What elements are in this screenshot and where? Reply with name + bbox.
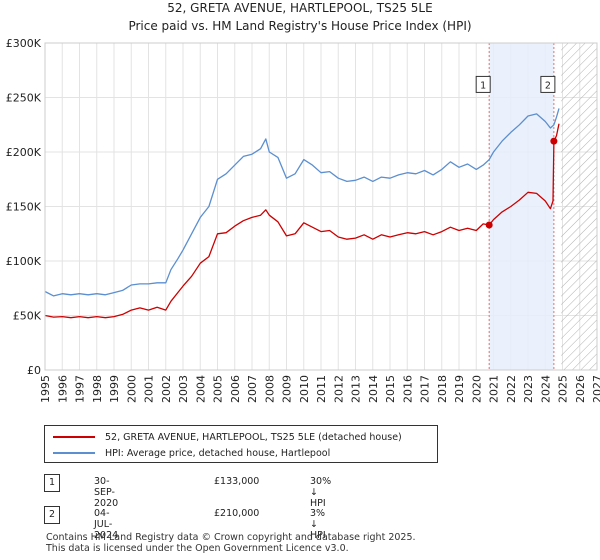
x-tick-label: 2013 — [350, 375, 363, 403]
y-tick-label: £50K — [13, 310, 42, 323]
sale-marker-2 — [550, 137, 558, 145]
x-tick-label: 2027 — [591, 375, 600, 403]
transaction-price: £210,000 — [214, 508, 260, 519]
legend-item-hpi: HPI: Average price, detached house, Hart… — [53, 445, 330, 461]
x-tick-label: 2021 — [488, 375, 501, 403]
x-tick-label: 2019 — [453, 375, 466, 403]
x-tick-label: 2020 — [470, 375, 483, 403]
transaction-date: 04-JUL-2024 — [94, 508, 119, 541]
price-chart: 52, GRETA AVENUE, HARTLEPOOL, TS25 5LE P… — [6, 1, 600, 403]
x-tick-label: 2015 — [384, 375, 397, 403]
sale-label-1: 1 — [480, 80, 486, 91]
x-tick-label: 2010 — [298, 375, 311, 403]
x-tick-label: 2017 — [419, 375, 432, 403]
x-tick-label: 2000 — [125, 375, 138, 403]
sale-label-box-1 — [475, 75, 491, 93]
legend: 52, GRETA AVENUE, HARTLEPOOL, TS25 5LE (… — [44, 425, 438, 463]
x-tick-label: 2026 — [574, 375, 587, 403]
price-paid-line — [44, 123, 560, 319]
chart-subtitle: Price paid vs. HM Land Registry's House … — [128, 19, 471, 33]
footer: Contains HM Land Registry data © Crown c… — [46, 532, 416, 554]
x-tick-label: 2022 — [505, 375, 518, 403]
x-tick-label: 1999 — [108, 375, 121, 403]
legend-swatch-red — [53, 436, 95, 438]
plot-frame — [44, 42, 598, 371]
sale-label-2: 2 — [545, 80, 551, 91]
ownership-period-shading — [489, 43, 554, 370]
transaction-number: 2 — [44, 506, 60, 524]
x-tick-label: 2016 — [401, 375, 414, 403]
x-tick-label: 1997 — [74, 375, 87, 403]
transaction-price: £133,000 — [214, 476, 260, 487]
x-tick-label: 2006 — [229, 375, 242, 403]
x-tick-label: 1996 — [56, 375, 69, 403]
transaction-hpi-diff: 3% ↓ HPI — [310, 508, 326, 541]
x-tick-label: 2004 — [194, 375, 207, 403]
x-tick-label: 2003 — [177, 375, 190, 403]
footer-copyright: Contains HM Land Registry data © Crown c… — [46, 532, 416, 543]
transaction-date: 30-SEP-2020 — [94, 476, 119, 509]
x-tick-label: 2023 — [522, 375, 535, 403]
y-tick-label: £250K — [6, 92, 42, 105]
forecast-hatch — [561, 43, 597, 370]
x-tick-label: 1998 — [91, 375, 104, 403]
x-tick-label: 2012 — [332, 375, 345, 403]
x-tick-label: 1995 — [39, 375, 52, 403]
x-tick-label: 2018 — [436, 375, 449, 403]
y-tick-label: £0 — [27, 364, 41, 377]
y-tick-label: £300K — [6, 37, 42, 50]
chart-title: 52, GRETA AVENUE, HARTLEPOOL, TS25 5LE — [167, 1, 432, 15]
y-tick-label: £100K — [6, 255, 42, 268]
x-tick-label: 2024 — [539, 375, 552, 403]
x-tick-label: 2001 — [143, 375, 156, 403]
x-tick-label: 2002 — [160, 375, 173, 403]
transaction-number: 1 — [44, 474, 60, 492]
sale-label-box-2 — [540, 75, 556, 93]
legend-swatch-blue — [53, 452, 95, 454]
x-tick-label: 2005 — [212, 375, 225, 403]
x-tick-label: 2009 — [281, 375, 294, 403]
x-tick-label: 2011 — [315, 375, 328, 403]
hpi-line — [44, 108, 560, 297]
x-tick-label: 2007 — [246, 375, 259, 403]
legend-label-hpi: HPI: Average price, detached house, Hart… — [105, 447, 331, 459]
y-tick-label: £150K — [6, 201, 42, 214]
x-tick-label: 2014 — [367, 375, 380, 403]
legend-label-price-paid: 52, GRETA AVENUE, HARTLEPOOL, TS25 5LE (… — [105, 431, 402, 443]
x-tick-label: 2025 — [557, 375, 570, 403]
sale-marker-1 — [485, 221, 493, 229]
x-tick-label: 2008 — [263, 375, 276, 403]
y-tick-label: £200K — [6, 146, 42, 159]
transaction-hpi-diff: 30% ↓ HPI — [310, 476, 332, 509]
footer-licence: This data is licensed under the Open Gov… — [46, 543, 349, 554]
legend-item-price-paid: 52, GRETA AVENUE, HARTLEPOOL, TS25 5LE (… — [53, 429, 402, 445]
